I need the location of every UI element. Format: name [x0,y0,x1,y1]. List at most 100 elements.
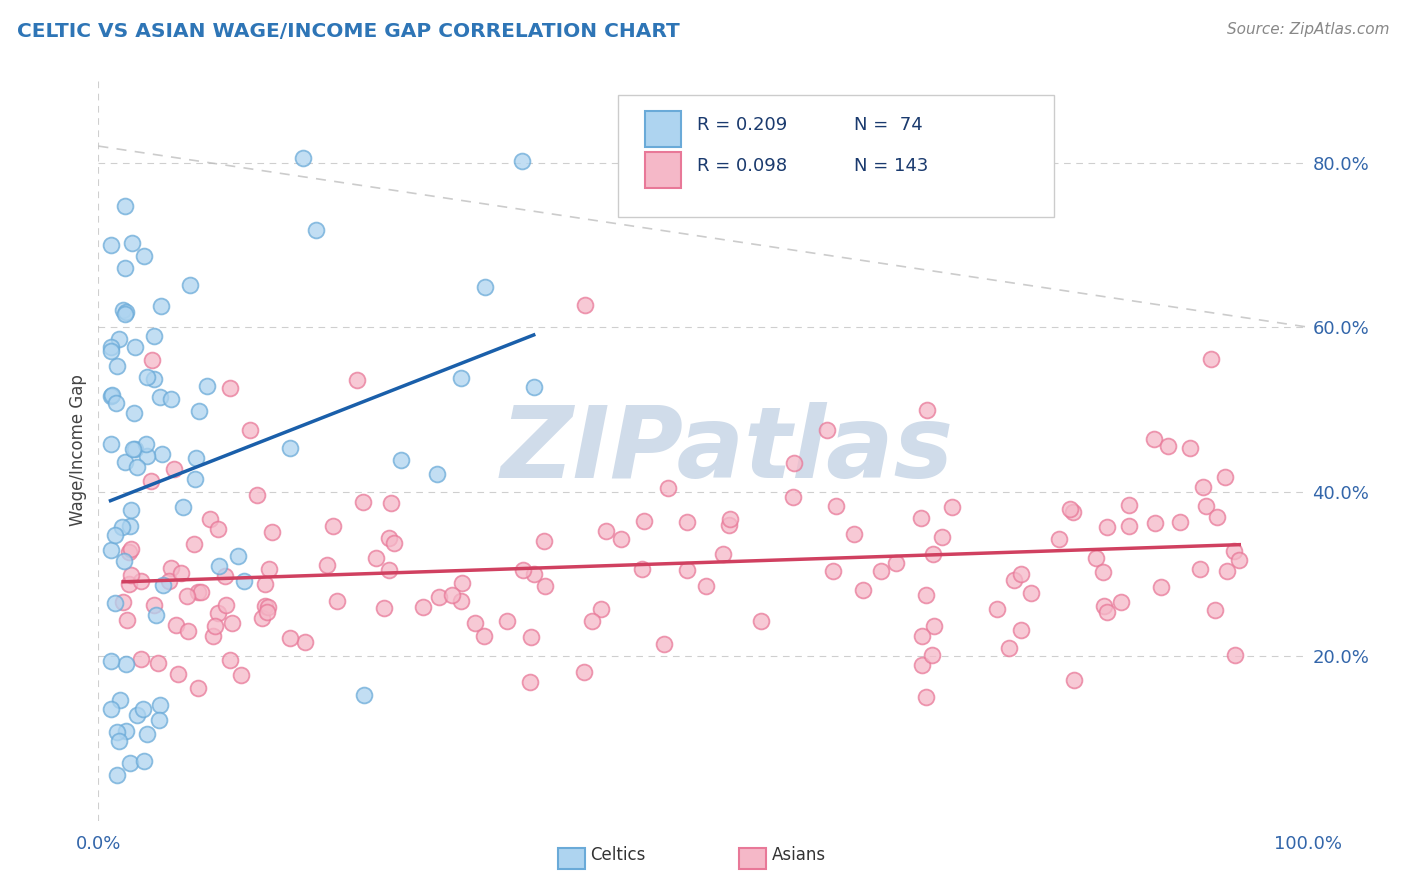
Point [253,577,276,591]
Point [1216,564,1239,578]
Point [1019,586,1042,600]
Point [718,518,741,533]
Point [100,702,122,716]
Point [204,618,226,632]
Bar [645,112,682,147]
Point [1227,553,1250,567]
Point [1095,605,1118,619]
Point [150,447,173,461]
Point [986,601,1008,615]
Point [519,674,541,689]
Point [352,495,374,509]
Point [260,524,283,539]
Point [377,532,399,546]
Point [322,518,344,533]
Point [163,462,186,476]
Point [149,300,172,314]
Point [1213,469,1236,483]
Point [122,406,145,420]
Point [100,389,122,403]
Point [450,594,472,608]
Point [215,598,238,612]
Point [100,437,122,451]
Point [111,303,134,318]
Point [695,579,717,593]
Point [136,727,159,741]
Point [127,708,149,723]
Point [232,574,254,588]
FancyBboxPatch shape [619,95,1053,218]
Point [118,577,141,591]
Point [105,359,128,374]
Point [496,614,519,628]
Point [122,442,145,456]
Point [1194,499,1216,513]
Point [581,614,603,628]
Point [118,545,141,559]
Point [1168,515,1191,529]
Point [254,599,277,614]
Text: R = 0.209: R = 0.209 [697,116,787,134]
Point [464,615,486,630]
Point [100,654,122,668]
Point [326,593,349,607]
Point [533,579,555,593]
Point [114,305,136,319]
Point [472,630,495,644]
Point [165,618,187,632]
Point [631,562,654,576]
Point [219,381,242,395]
Point [389,452,412,467]
Point [114,307,136,321]
Point [1144,516,1167,531]
Point [160,560,183,574]
Point [188,403,211,417]
Point [292,151,315,165]
Point [124,340,146,354]
Point [107,332,129,346]
Point [1191,480,1213,494]
Point [134,754,156,768]
Point [922,619,945,633]
Point [911,629,934,643]
Point [1204,603,1226,617]
Point [166,667,188,681]
Point [115,613,138,627]
Point [1010,567,1032,582]
Point [121,235,143,250]
Point [1157,439,1180,453]
Point [377,563,399,577]
Point [100,238,122,252]
Point [112,595,135,609]
Point [257,599,280,614]
Point [176,590,198,604]
Point [380,495,402,509]
Point [718,512,741,526]
Point [366,551,388,566]
Bar [740,848,766,869]
Point [198,512,221,526]
Point [184,472,207,486]
Point [120,503,142,517]
Point [278,441,301,455]
Point [149,698,172,713]
Text: Celtics: Celtics [591,847,645,864]
Text: Source: ZipAtlas.com: Source: ZipAtlas.com [1226,22,1389,37]
Point [201,630,224,644]
Point [1189,562,1212,576]
Point [1223,544,1246,558]
Text: N =  74: N = 74 [855,116,922,134]
Point [1095,520,1118,534]
Point [172,500,194,515]
Point [100,340,122,354]
Point [921,648,943,662]
Point [208,558,231,573]
Point [412,599,434,614]
Point [105,725,128,739]
Point [221,616,243,631]
Point [160,392,183,406]
Point [115,657,138,671]
Point [782,490,804,504]
Point [353,689,375,703]
Point [107,734,129,748]
